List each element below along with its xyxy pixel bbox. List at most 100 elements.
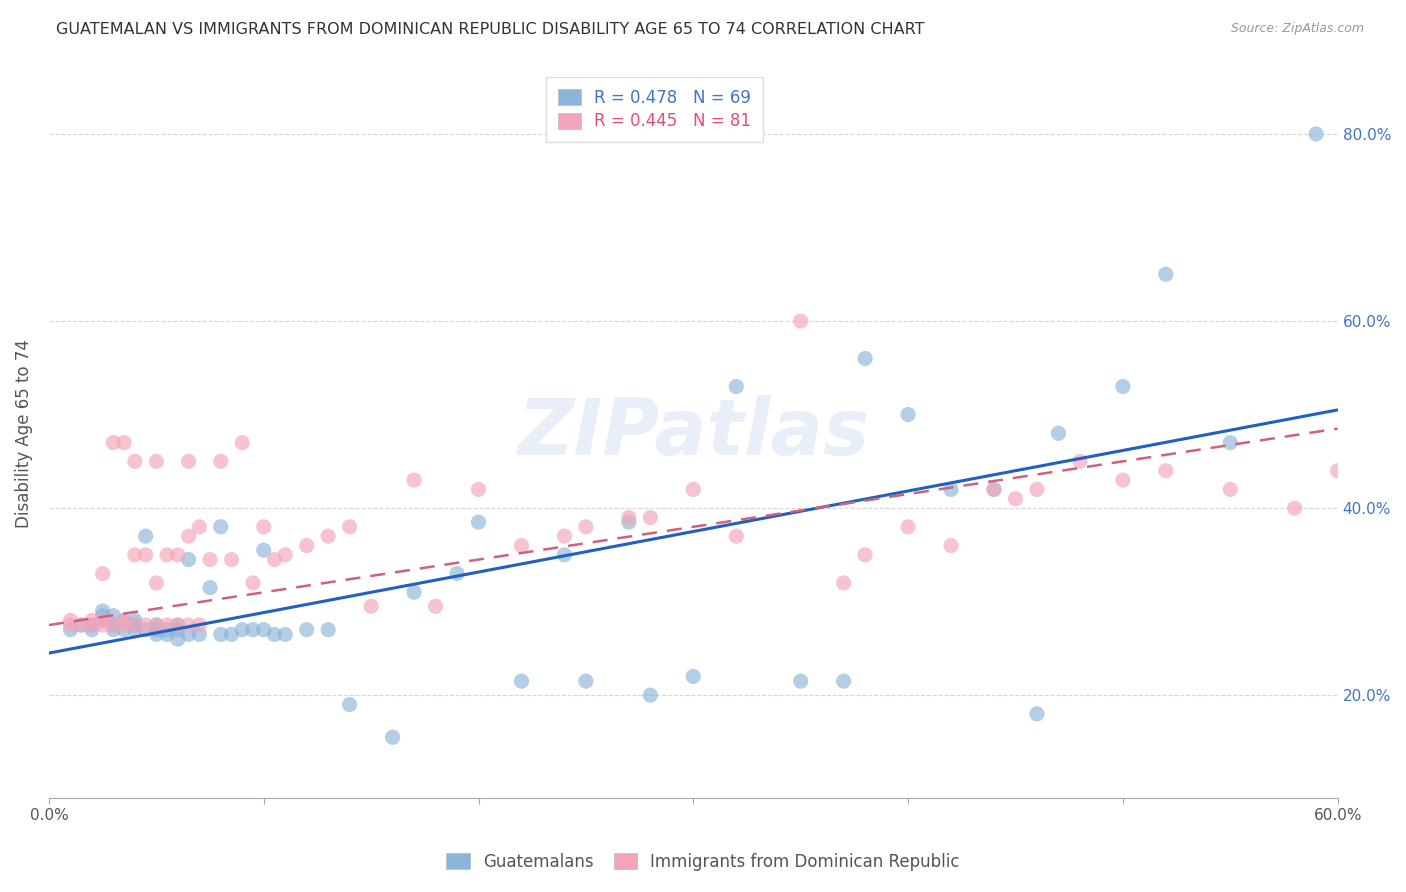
Point <box>135 623 157 637</box>
Point <box>682 483 704 497</box>
Point <box>166 618 188 632</box>
Point <box>617 510 640 524</box>
Point <box>59 613 82 627</box>
Point <box>832 674 855 689</box>
Point <box>1112 473 1135 487</box>
Legend: Guatemalans, Immigrants from Dominican Republic: Guatemalans, Immigrants from Dominican R… <box>437 845 969 880</box>
Point <box>553 548 575 562</box>
Point <box>231 435 253 450</box>
Point <box>221 627 243 641</box>
Point <box>80 618 103 632</box>
Point <box>725 379 748 393</box>
Point <box>263 627 285 641</box>
Point <box>91 613 114 627</box>
Point <box>103 618 125 632</box>
Point <box>177 618 200 632</box>
Text: ZIPatlas: ZIPatlas <box>517 395 869 471</box>
Point <box>198 581 221 595</box>
Point <box>640 688 662 702</box>
Point <box>983 483 1005 497</box>
Point <box>145 618 167 632</box>
Y-axis label: Disability Age 65 to 74: Disability Age 65 to 74 <box>15 339 32 528</box>
Point <box>446 566 468 581</box>
Point <box>295 623 318 637</box>
Point <box>166 618 188 632</box>
Point <box>553 529 575 543</box>
Point <box>725 529 748 543</box>
Point <box>381 731 404 745</box>
Point <box>103 435 125 450</box>
Point <box>145 454 167 468</box>
Point <box>112 613 135 627</box>
Point <box>209 627 232 641</box>
Point <box>112 618 135 632</box>
Point <box>1326 464 1348 478</box>
Point <box>177 552 200 566</box>
Point <box>316 623 339 637</box>
Point <box>80 623 103 637</box>
Legend: R = 0.478   N = 69, R = 0.445   N = 81: R = 0.478 N = 69, R = 0.445 N = 81 <box>546 77 763 142</box>
Point <box>339 520 361 534</box>
Point <box>1284 501 1306 516</box>
Point <box>59 623 82 637</box>
Point <box>177 627 200 641</box>
Point <box>145 618 167 632</box>
Point <box>939 539 962 553</box>
Point <box>253 623 276 637</box>
Point <box>231 623 253 637</box>
Point <box>404 473 426 487</box>
Point <box>789 314 811 328</box>
Point <box>832 576 855 591</box>
Point <box>103 618 125 632</box>
Point <box>124 618 146 632</box>
Point <box>59 618 82 632</box>
Point <box>510 539 533 553</box>
Point <box>166 548 188 562</box>
Point <box>198 552 221 566</box>
Point <box>1026 483 1049 497</box>
Point <box>91 613 114 627</box>
Point <box>1004 491 1026 506</box>
Point <box>91 604 114 618</box>
Point <box>103 608 125 623</box>
Point <box>80 618 103 632</box>
Point <box>177 529 200 543</box>
Point <box>156 618 179 632</box>
Point <box>135 618 157 632</box>
Point <box>145 627 167 641</box>
Point <box>124 623 146 637</box>
Point <box>91 566 114 581</box>
Point <box>1219 435 1241 450</box>
Point <box>209 520 232 534</box>
Point <box>145 576 167 591</box>
Point <box>789 674 811 689</box>
Point <box>1154 464 1177 478</box>
Point <box>1219 483 1241 497</box>
Point <box>263 552 285 566</box>
Point <box>124 613 146 627</box>
Point <box>1069 454 1091 468</box>
Point <box>156 623 179 637</box>
Point <box>177 454 200 468</box>
Point <box>166 632 188 646</box>
Point <box>897 408 920 422</box>
Point <box>156 627 179 641</box>
Point <box>242 623 264 637</box>
Point <box>983 483 1005 497</box>
Point <box>80 613 103 627</box>
Point <box>166 623 188 637</box>
Point <box>853 548 876 562</box>
Text: Source: ZipAtlas.com: Source: ZipAtlas.com <box>1230 22 1364 36</box>
Point <box>640 510 662 524</box>
Text: GUATEMALAN VS IMMIGRANTS FROM DOMINICAN REPUBLIC DISABILITY AGE 65 TO 74 CORRELA: GUATEMALAN VS IMMIGRANTS FROM DOMINICAN … <box>56 22 925 37</box>
Point <box>295 539 318 553</box>
Point <box>112 623 135 637</box>
Point <box>467 515 489 529</box>
Point <box>124 548 146 562</box>
Point <box>425 599 447 614</box>
Point <box>575 674 598 689</box>
Point <box>70 618 93 632</box>
Point <box>1026 706 1049 721</box>
Point <box>135 548 157 562</box>
Point <box>617 515 640 529</box>
